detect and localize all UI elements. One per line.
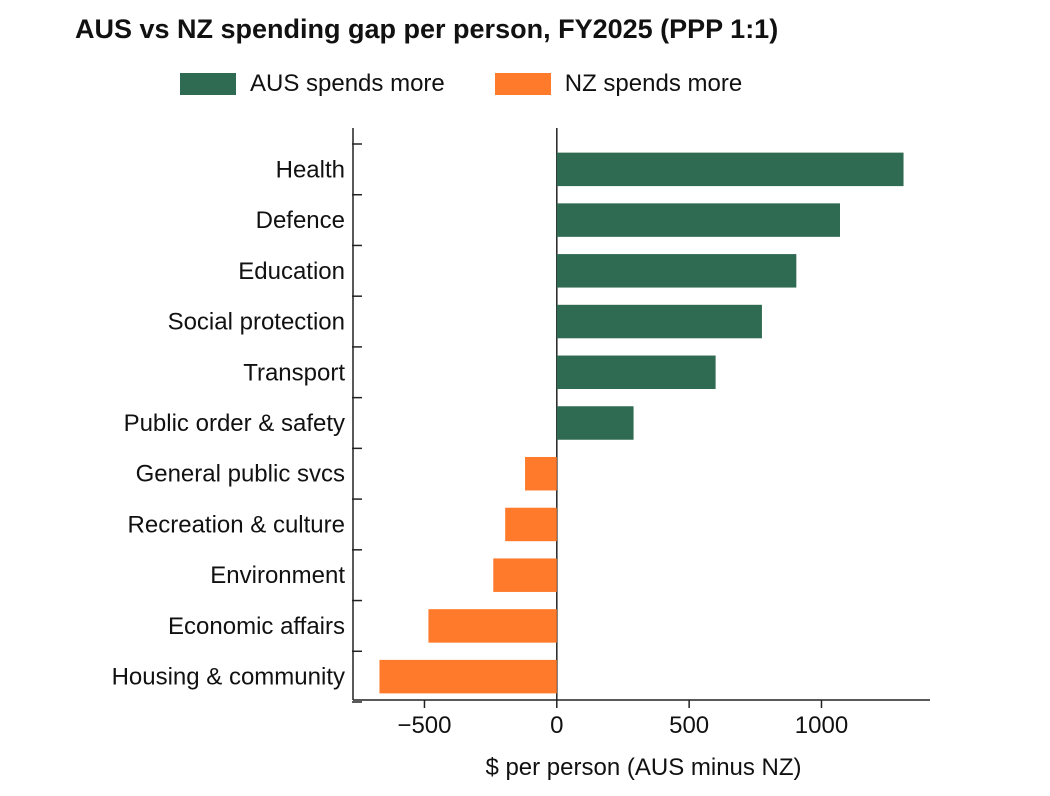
category-label: Transport: [243, 359, 345, 386]
category-label: Health: [276, 156, 345, 183]
legend: AUS spends more NZ spends more: [180, 70, 792, 98]
bar: [428, 609, 557, 643]
legend-swatch-nz: [494, 73, 551, 95]
bar: [493, 558, 557, 592]
x-tick-label: −500: [397, 712, 451, 739]
chart-title: AUS vs NZ spending gap per person, FY202…: [75, 14, 779, 44]
legend-item-nz: NZ spends more: [494, 70, 743, 98]
x-tick-label: 0: [550, 712, 563, 739]
x-tick-label: 1000: [795, 712, 848, 739]
legend-swatch-aus: [180, 73, 236, 95]
bar: [505, 507, 557, 542]
bar: [556, 254, 797, 288]
bar: [556, 203, 841, 237]
bar: [556, 406, 634, 440]
category-label: Defence: [256, 207, 345, 234]
bar: [556, 152, 904, 187]
legend-label-nz: NZ spends more: [564, 70, 743, 97]
category-label: Public order & safety: [124, 410, 345, 437]
bar: [379, 659, 557, 694]
category-label: Recreation & culture: [128, 511, 345, 538]
legend-item-aus: AUS spends more: [180, 70, 445, 98]
legend-label-aus: AUS spends more: [250, 70, 445, 97]
category-label: Housing & community: [112, 664, 345, 691]
bar: [525, 456, 557, 491]
category-label: General public svcs: [136, 461, 345, 488]
bar: [556, 304, 762, 339]
category-label: Social protection: [168, 309, 345, 336]
category-label: Economic affairs: [168, 613, 345, 640]
category-label: Education: [238, 258, 345, 285]
category-label: Environment: [210, 562, 345, 589]
bar: [556, 355, 716, 390]
x-axis-title: $ per person (AUS minus NZ): [485, 754, 801, 781]
x-tick-label: 500: [669, 712, 709, 739]
